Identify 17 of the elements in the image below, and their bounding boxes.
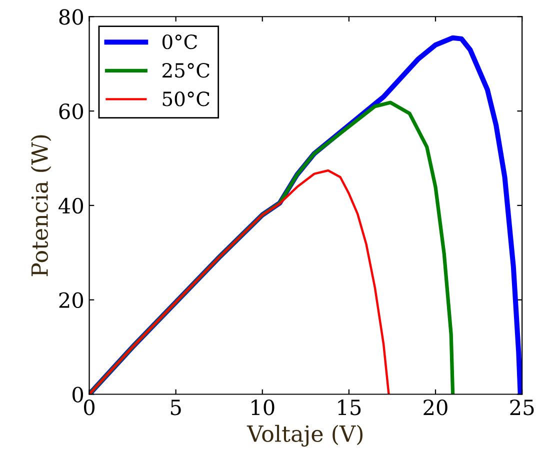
line-series (89, 169, 390, 394)
y-axis-title: Potencia (W) (30, 135, 52, 276)
y-tick-label: 40 (58, 198, 84, 214)
x-tick-label: 10 (252, 399, 274, 416)
y-tick-label: 0 (72, 386, 84, 402)
y-tick-label: 20 (59, 292, 84, 308)
x-tick-label: 0 (84, 399, 95, 416)
legend-label: 0°C (162, 34, 198, 50)
x-axis-title: Voltaje (V) (246, 424, 362, 447)
x-tick-label: 20 (424, 399, 448, 416)
y-tick-label: 60 (59, 103, 84, 120)
legend-label: 50°C (162, 92, 210, 106)
legend-label: 25°C (162, 63, 210, 78)
x-tick-label: 15 (338, 399, 361, 416)
x-tick-label: 25 (510, 399, 534, 416)
x-tick-label: 5 (170, 400, 181, 416)
y-tick-label: 80 (59, 9, 84, 25)
